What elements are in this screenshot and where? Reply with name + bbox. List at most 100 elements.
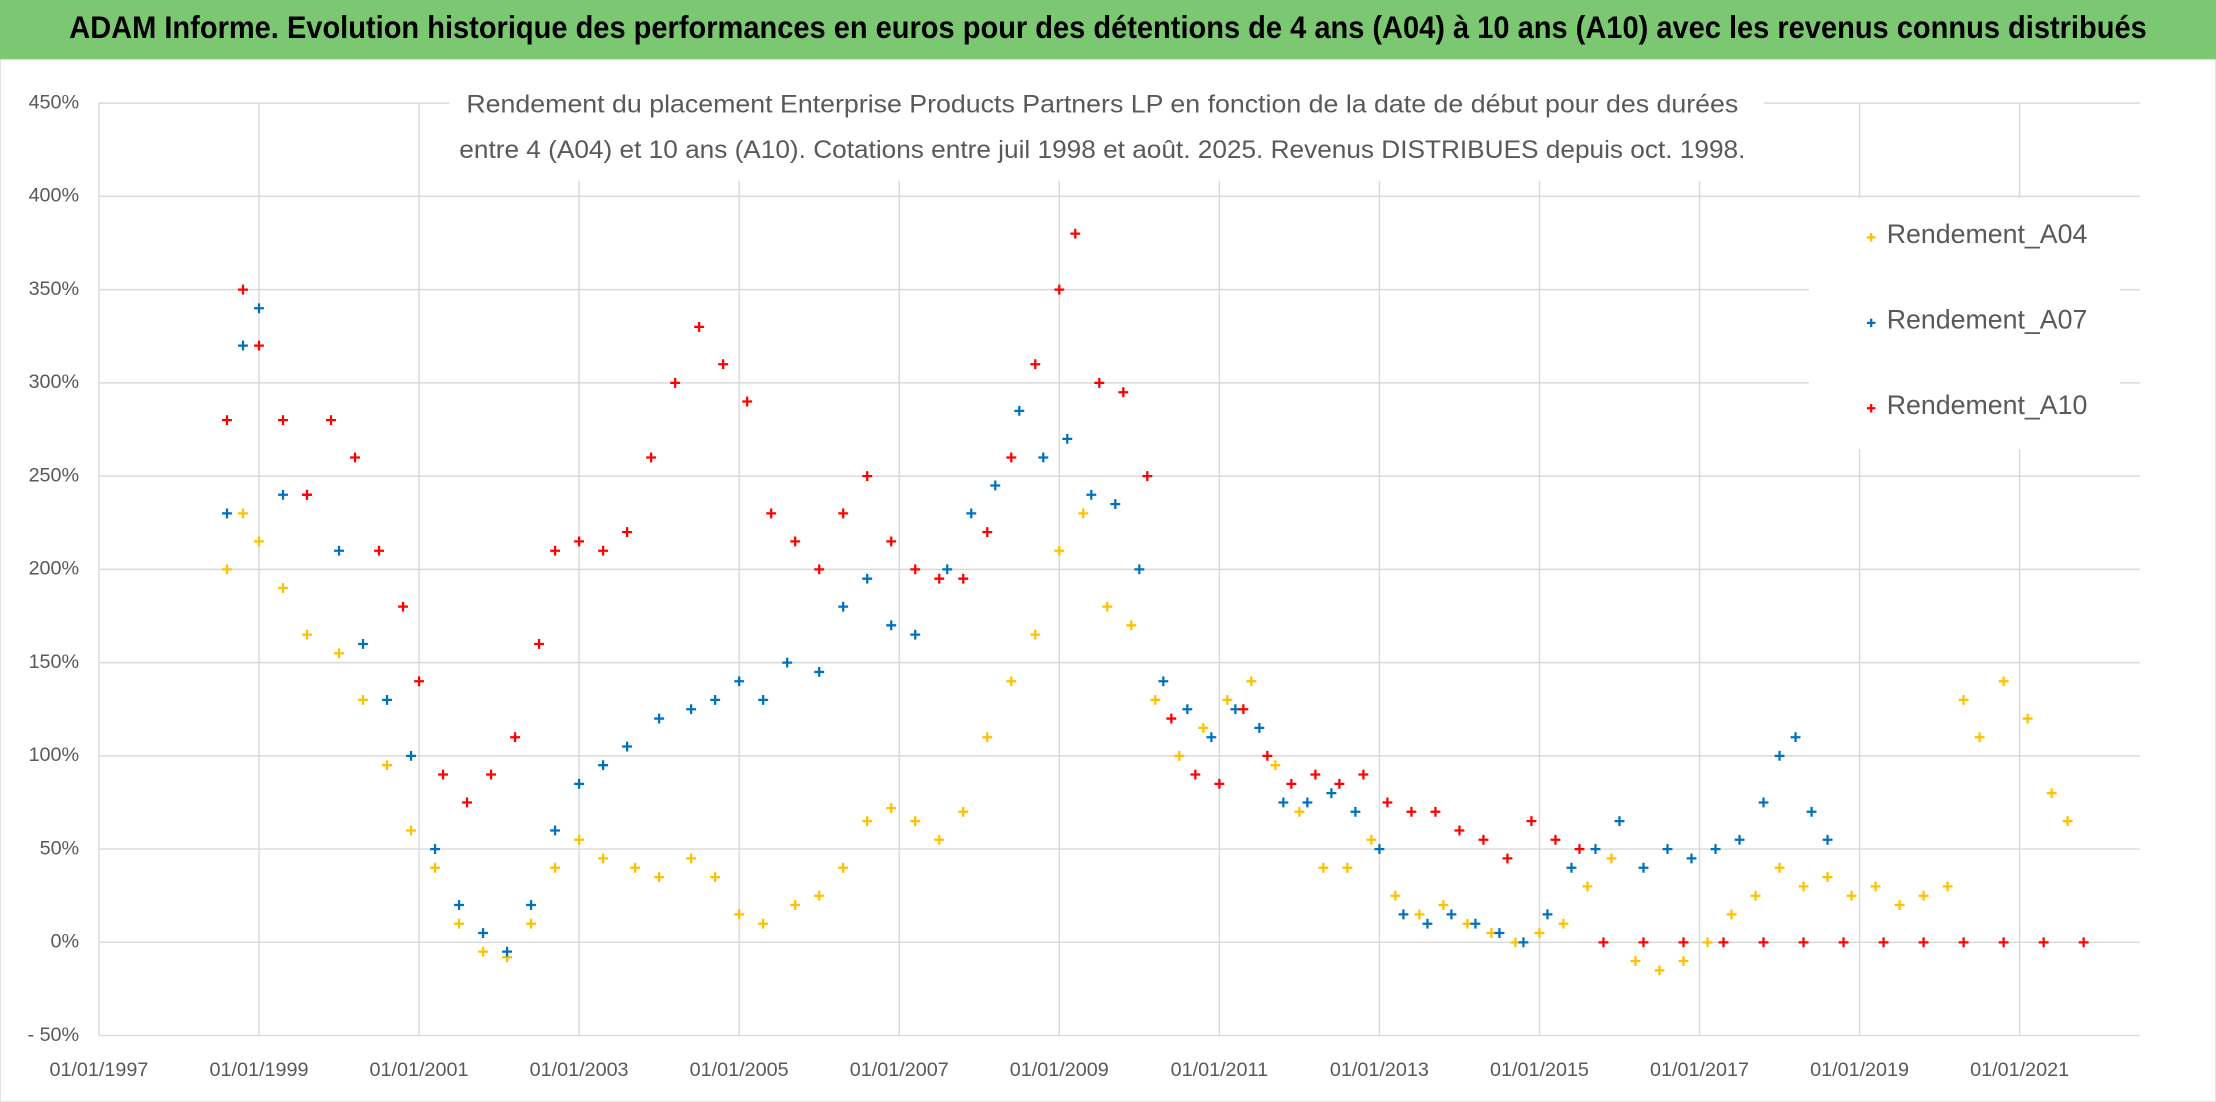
point <box>742 396 753 407</box>
point <box>1214 778 1225 789</box>
x-tick-label: 01/01/2011 <box>1171 1059 1268 1081</box>
point <box>2046 788 2057 799</box>
point <box>1550 834 1561 845</box>
point <box>1398 909 1409 920</box>
point <box>622 741 633 752</box>
point <box>814 890 825 901</box>
point <box>1190 769 1201 780</box>
point <box>1558 918 1569 929</box>
point <box>1918 937 1929 948</box>
point <box>1302 797 1313 808</box>
point <box>534 639 545 649</box>
point <box>766 508 777 519</box>
point <box>1054 284 1065 295</box>
point <box>646 452 657 463</box>
point <box>1318 862 1329 873</box>
point <box>710 694 721 705</box>
point <box>686 853 697 864</box>
point <box>502 946 513 957</box>
point <box>302 629 312 640</box>
point <box>1310 769 1321 780</box>
y-tick-label: 0% <box>51 931 80 953</box>
point <box>1798 937 1809 948</box>
point <box>1350 806 1361 817</box>
point <box>1958 694 1969 705</box>
point <box>1422 918 1433 929</box>
point <box>302 489 312 500</box>
point <box>254 536 264 547</box>
point <box>1582 881 1593 892</box>
point <box>734 676 745 687</box>
point <box>1638 862 1649 873</box>
point <box>526 918 537 929</box>
point <box>686 704 697 715</box>
point <box>942 564 953 575</box>
point <box>1774 750 1785 761</box>
point <box>982 527 993 538</box>
point <box>430 844 440 855</box>
point <box>814 564 825 575</box>
x-tick-label: 01/01/2015 <box>1490 1059 1589 1081</box>
point <box>1198 722 1209 733</box>
point <box>838 508 849 519</box>
point <box>1630 956 1641 966</box>
point <box>1662 844 1673 855</box>
point <box>1686 853 1697 864</box>
point <box>254 340 264 351</box>
point <box>758 694 769 705</box>
point <box>1270 760 1281 771</box>
point <box>1750 890 1761 901</box>
point <box>1182 704 1193 715</box>
point <box>486 769 497 780</box>
point <box>238 340 248 351</box>
point <box>958 573 969 584</box>
legend-marker <box>1866 233 1876 242</box>
point <box>670 377 681 388</box>
point <box>1078 508 1089 519</box>
y-tick-label: 200% <box>29 558 80 580</box>
point <box>1126 620 1137 631</box>
point <box>1710 844 1721 855</box>
chart-title: Rendement du placement Enterprise Produc… <box>466 91 1738 119</box>
point <box>1206 732 1217 743</box>
x-tick-label: 01/01/2017 <box>1650 1059 1749 1081</box>
point <box>718 359 729 370</box>
point <box>574 834 585 845</box>
series <box>222 228 2089 948</box>
point <box>1870 881 1881 892</box>
point <box>406 750 416 761</box>
point <box>1430 806 1441 817</box>
point <box>1366 834 1377 845</box>
point <box>1254 722 1265 733</box>
point <box>1070 228 1081 239</box>
point <box>934 834 945 845</box>
point <box>238 508 248 519</box>
point <box>438 769 449 780</box>
point <box>1246 676 1257 687</box>
legend-marker <box>1866 318 1876 328</box>
point <box>1342 862 1353 873</box>
point <box>710 872 721 883</box>
point <box>1526 816 1537 827</box>
point <box>758 918 769 929</box>
x-tick-label: 01/01/2019 <box>1810 1059 1909 1081</box>
point <box>334 545 344 556</box>
x-tick-label: 01/01/2001 <box>370 1059 469 1081</box>
point <box>814 666 825 677</box>
point <box>1958 937 1969 948</box>
point <box>1374 844 1385 855</box>
point <box>1846 890 1857 901</box>
point <box>1574 844 1585 855</box>
point <box>1918 890 1929 901</box>
point <box>2062 816 2073 827</box>
point <box>694 321 705 332</box>
point <box>382 694 392 705</box>
point <box>622 527 633 538</box>
point <box>222 508 232 519</box>
point <box>526 900 537 910</box>
y-tick-label: - 50% <box>27 1024 79 1046</box>
x-tick-label: 01/01/2009 <box>1010 1059 1109 1081</box>
point <box>1262 750 1273 761</box>
legend-label: Rendement_A07 <box>1887 305 2088 335</box>
